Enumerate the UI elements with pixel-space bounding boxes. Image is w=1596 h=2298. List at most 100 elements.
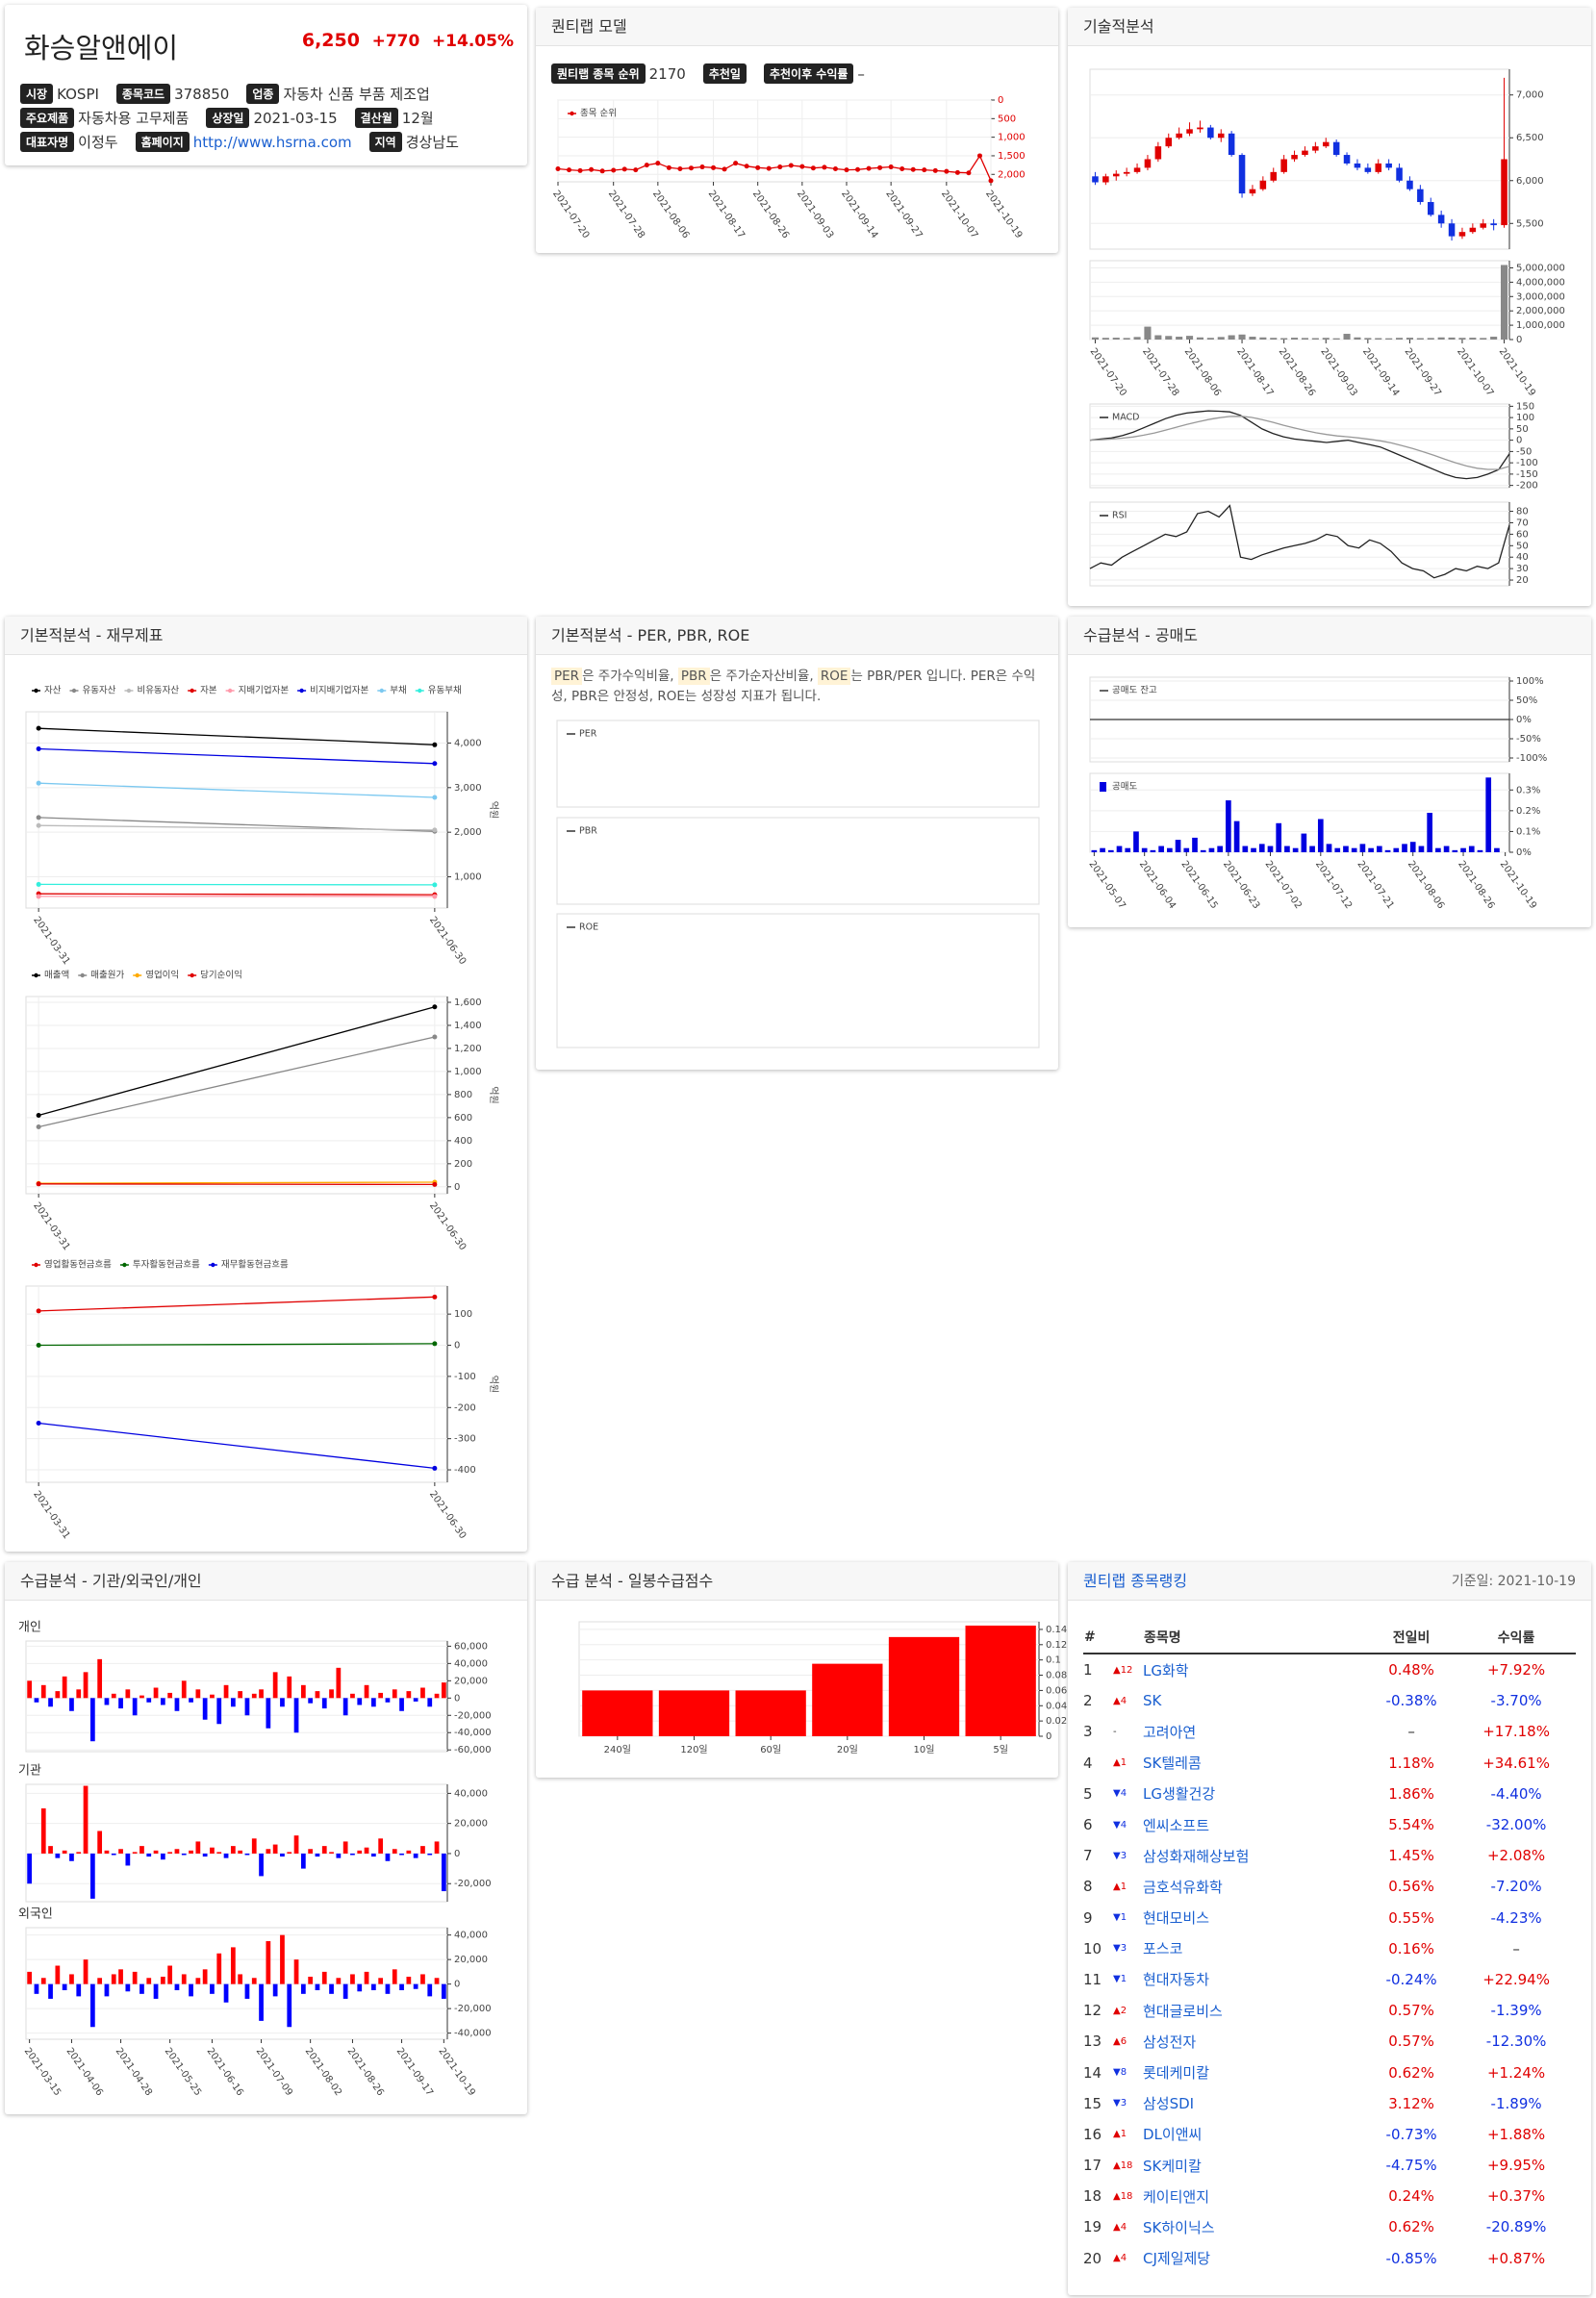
- stock-name[interactable]: 롯데케미칼: [1143, 2064, 1210, 2083]
- stock-name[interactable]: SK: [1143, 1692, 1162, 1710]
- panel-title: 기술적분석: [1068, 8, 1591, 46]
- info-row: 시장 KOSPI 종목코드 378850 업종 자동차 신품 부품 제조업: [20, 84, 476, 108]
- return: +34.61%: [1482, 1754, 1550, 1772]
- day-change: 0.62%: [1388, 2063, 1434, 2082]
- day-change: 0.24%: [1388, 2187, 1434, 2206]
- field-value: 자동차용 고무제품: [78, 110, 190, 127]
- day-change: -4.75%: [1385, 2157, 1437, 2175]
- model-label: 추천일: [702, 63, 747, 84]
- stock-name[interactable]: CJ제일제당: [1143, 2250, 1211, 2268]
- panel-title: 수급 분석 - 일봉수급점수: [536, 1562, 1058, 1601]
- ranking-date: 기준일: 2021-10-19: [1451, 1574, 1576, 1589]
- header-row: # 종목명 전일비 수익률: [1083, 1622, 1576, 1654]
- stock-name[interactable]: 금호석유화학: [1143, 1878, 1223, 1896]
- phrase: 은 주가수익비율,: [582, 669, 678, 684]
- rank-change: ▲2: [1113, 2005, 1127, 2016]
- stock-name[interactable]: 케이티앤지: [1143, 2187, 1210, 2206]
- field-label: 주요제품: [20, 108, 75, 128]
- score-card: 수급 분석 - 일봉수급점수: [536, 1562, 1058, 1778]
- return: +9.95%: [1486, 2157, 1546, 2175]
- info-row: 대표자명 이정두 홈페이지 http://www.hsrna.com 지역 경상남도: [20, 132, 476, 156]
- rank-change: ▲6: [1113, 2035, 1127, 2047]
- field-value: 2021-03-15: [253, 109, 338, 127]
- col-header: 수익률: [1457, 1622, 1576, 1654]
- rank: 6: [1083, 1816, 1093, 1834]
- rank: 4: [1083, 1754, 1093, 1772]
- change-pct: +14.05%: [431, 32, 514, 51]
- stock-name[interactable]: 엔씨소프트: [1143, 1816, 1210, 1834]
- rank: 7: [1083, 1847, 1093, 1865]
- panel-title: 수급분석 - 공매도: [1068, 617, 1591, 655]
- ranking-title: 퀀티랩 종목랭킹: [1083, 1572, 1188, 1590]
- stock-name[interactable]: LG화학: [1143, 1661, 1189, 1679]
- return: +1.24%: [1486, 2063, 1546, 2082]
- field-value: KOSPI: [57, 85, 99, 103]
- rank-change: ▲4: [1113, 2253, 1127, 2264]
- panel-title: 퀀티랩 종목랭킹 기준일: 2021-10-19: [1068, 1562, 1591, 1601]
- rank-change: ▲1: [1113, 1757, 1127, 1769]
- ranking-row: 1 ▲12 LG화학 0.48% +7.92%: [1083, 1654, 1576, 1685]
- panel-title: 수급분석 - 기관/외국인/개인: [5, 1562, 527, 1601]
- rank: 20: [1083, 2249, 1102, 2267]
- ranking-table: # 종목명 전일비 수익률 1 ▲12 LG화학 0.48% +7.92% 2 ▲4 SK -0…: [1083, 1622, 1576, 2274]
- return: +17.18%: [1482, 1723, 1550, 1741]
- rank: 14: [1083, 2063, 1102, 2082]
- term: PER: [551, 668, 583, 685]
- ranking-row: 6 ▼4 엔씨소프트 5.54% -32.00%: [1083, 1809, 1576, 1840]
- ranking-row: 4 ▲1 SK텔레콤 1.18% +34.61%: [1083, 1748, 1576, 1779]
- stock-name[interactable]: 삼성SDI: [1143, 2095, 1195, 2113]
- return: -32.00%: [1485, 1816, 1547, 1834]
- field-value: 자동차 신품 부품 제조업: [283, 86, 430, 103]
- info: 시장 KOSPI 종목코드 378850 업종 자동차 신품 부품 제조업 주요제품 자동차용…: [20, 84, 476, 156]
- field-value: 378850: [174, 85, 230, 103]
- ranking-row: 13 ▲6 삼성전자 0.57% -12.30%: [1083, 2026, 1576, 2057]
- ranking-row: 9 ▼1 현대모비스 0.55% -4.23%: [1083, 1903, 1576, 1933]
- rank: 1: [1083, 1661, 1093, 1679]
- panel-title: 기본적분석 - 재무제표: [5, 617, 527, 655]
- stock-name[interactable]: 고려아연: [1143, 1723, 1197, 1741]
- day-change: -0.85%: [1385, 2249, 1437, 2267]
- rank: 16: [1083, 2125, 1102, 2143]
- rank-change: ▼3: [1113, 2098, 1127, 2109]
- phrase: 는 PBR/PER 입니다. PER은 수익성, PBR은 안정성, ROE는 …: [551, 669, 1036, 704]
- stock-name[interactable]: SK텔레콤: [1143, 1755, 1202, 1773]
- rank-change: ▼1: [1113, 1912, 1127, 1924]
- stock-name[interactable]: 현대모비스: [1143, 1909, 1210, 1928]
- rank-change: ▲12: [1113, 1664, 1133, 1676]
- stock-name[interactable]: 현대글로비스: [1143, 2002, 1223, 2020]
- rank: 2: [1083, 1692, 1093, 1710]
- rank: 19: [1083, 2218, 1102, 2236]
- stock-name[interactable]: 포스코: [1143, 1940, 1183, 1958]
- rank-change: ▼4: [1113, 1788, 1127, 1800]
- homepage-link[interactable]: http://www.hsrna.com: [192, 133, 352, 151]
- stock-name[interactable]: 현대자동차: [1143, 1971, 1210, 1989]
- stock-name[interactable]: SK하이닉스: [1143, 2218, 1215, 2236]
- ranking-row: 12 ▲2 현대글로비스 0.57% -1.39%: [1083, 1995, 1576, 2026]
- stock-name[interactable]: LG생활건강: [1143, 1785, 1216, 1804]
- price-box: 6,250 +770 +14.05%: [302, 30, 514, 51]
- rank-change: ▲1: [1113, 2129, 1127, 2140]
- return: -4.23%: [1490, 1908, 1542, 1927]
- ranking-row: 2 ▲4 SK -0.38% -3.70%: [1083, 1685, 1576, 1716]
- rank: 5: [1083, 1784, 1093, 1803]
- field-label: 결산월: [354, 108, 398, 128]
- stock-name[interactable]: 삼성화재해상보험: [1143, 1847, 1250, 1865]
- stock-name[interactable]: SK케미칼: [1143, 2157, 1202, 2175]
- rank: 18: [1083, 2187, 1102, 2206]
- return: +2.08%: [1486, 1847, 1546, 1865]
- stock-name[interactable]: 삼성전자: [1143, 2033, 1197, 2051]
- rank-change: ▲4: [1113, 2221, 1127, 2233]
- rank-change: ▼4: [1113, 1819, 1127, 1831]
- model-value: 2170: [648, 64, 686, 83]
- field-label: 대표자명: [20, 132, 75, 152]
- return: +0.37%: [1486, 2187, 1546, 2206]
- field-label: 종목코드: [115, 84, 171, 104]
- rank: 15: [1083, 2094, 1102, 2112]
- stock-name[interactable]: DL이앤씨: [1143, 2126, 1203, 2144]
- rank-change: ▼3: [1113, 1943, 1127, 1955]
- rank: 13: [1083, 2033, 1102, 2051]
- field-label: 지역: [368, 132, 402, 152]
- return: +22.94%: [1482, 1970, 1550, 1988]
- return: -20.89%: [1485, 2218, 1547, 2236]
